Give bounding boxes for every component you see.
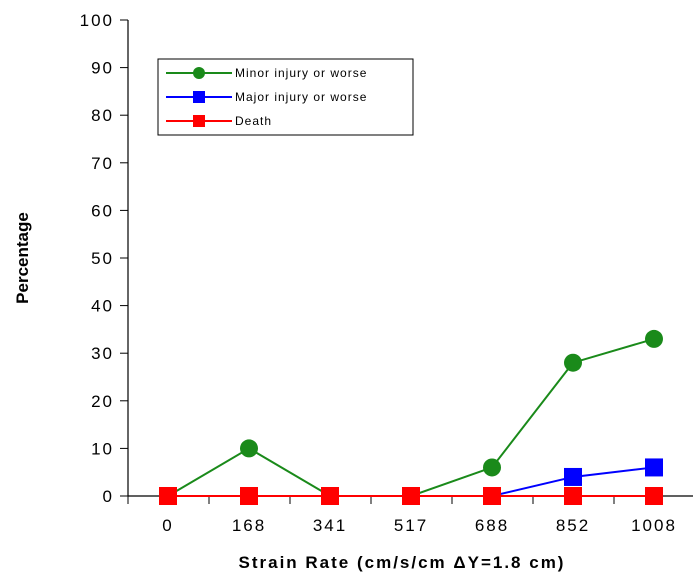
y-axis-title: Percentage (13, 212, 32, 304)
y-tick-label: 90 (91, 59, 114, 78)
x-tick-label: 517 (394, 516, 428, 535)
y-axis: 0 10 20 30 40 50 60 70 80 90 100 (80, 11, 129, 506)
data-point (645, 329, 663, 348)
x-tick-label: 168 (232, 516, 266, 535)
y-tick-label: 10 (91, 439, 114, 458)
data-point (321, 487, 339, 505)
legend-label: Major injury or worse (235, 90, 367, 104)
y-tick-label: 0 (103, 487, 114, 506)
data-point (240, 487, 258, 505)
x-axis-title: Strain Rate (cm/s/cm ΔY=1.8 cm) (239, 553, 566, 572)
y-tick-label: 60 (91, 201, 114, 220)
data-point (483, 487, 501, 505)
y-tick-label: 20 (91, 392, 114, 411)
data-point (645, 458, 663, 477)
legend-label: Death (235, 114, 272, 128)
y-tick-label: 40 (91, 297, 114, 316)
legend-swatch-marker (193, 67, 205, 79)
legend-label: Minor injury or worse (235, 66, 367, 80)
y-tick-label: 80 (91, 106, 114, 125)
x-tick-label: 1008 (631, 516, 677, 535)
data-point (240, 439, 258, 458)
y-tick-label: 70 (91, 154, 114, 173)
y-tick-label: 50 (91, 249, 114, 268)
data-point (564, 467, 582, 486)
legend-swatch-marker (193, 91, 205, 103)
y-tick-label: 30 (91, 344, 114, 363)
data-point (483, 458, 501, 477)
data-point (402, 487, 420, 505)
legend: Minor injury or worse Major injury or wor… (157, 58, 414, 136)
y-tick-label: 100 (80, 11, 114, 30)
x-tick-label: 0 (162, 516, 173, 535)
series-layer (159, 329, 663, 505)
x-tick-label: 688 (475, 516, 509, 535)
data-point (159, 487, 177, 505)
x-tick-label: 341 (313, 516, 347, 535)
x-tick-label: 852 (556, 516, 590, 535)
data-point (645, 487, 663, 505)
data-point (564, 487, 582, 505)
legend-swatch-marker (193, 115, 205, 127)
data-point (564, 353, 582, 372)
